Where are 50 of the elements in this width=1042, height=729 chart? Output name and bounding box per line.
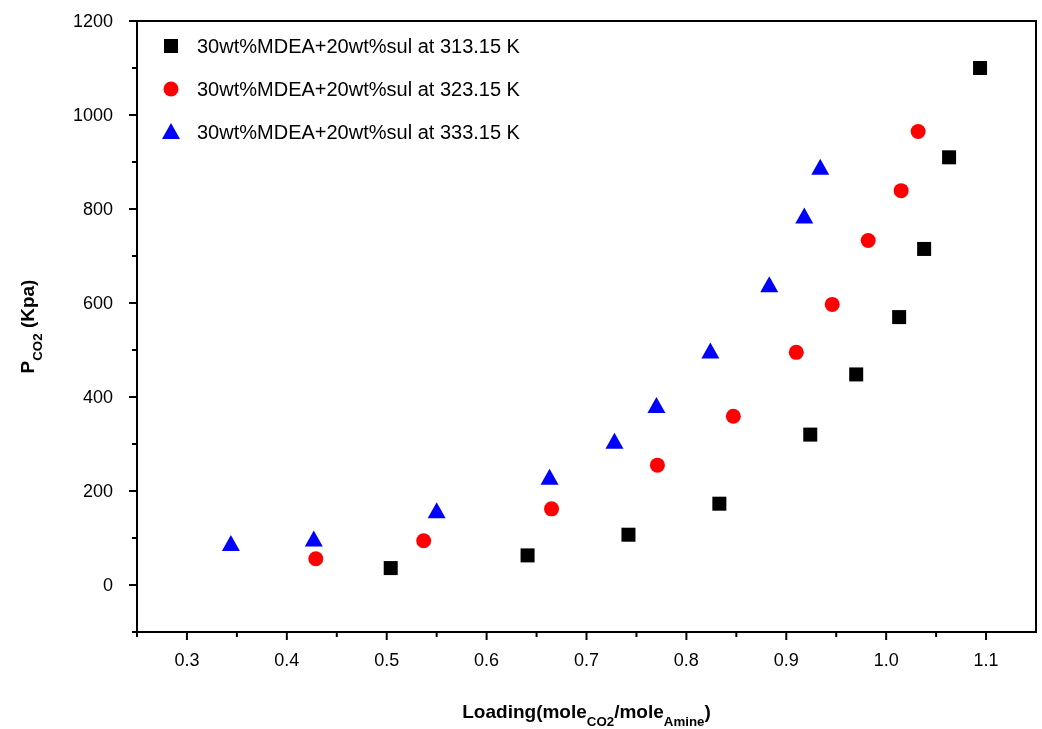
point xyxy=(649,457,665,473)
legend-label: 30wt%MDEA+20wt%sul at 313.15 K xyxy=(197,35,521,57)
point xyxy=(416,533,432,549)
x-tick-label: 0.9 xyxy=(773,650,799,670)
point xyxy=(304,530,323,547)
point xyxy=(427,502,446,519)
point xyxy=(647,396,666,413)
y-tick-label: 1000 xyxy=(72,105,113,125)
y-tick-label: 400 xyxy=(82,387,113,407)
point xyxy=(760,276,779,293)
point xyxy=(811,158,830,175)
y-tick-label: 600 xyxy=(82,293,113,313)
point xyxy=(973,61,988,75)
x-tick-label: 0.8 xyxy=(673,650,699,670)
legend-label: 30wt%MDEA+20wt%sul at 333.15 K xyxy=(197,121,521,143)
point xyxy=(892,310,907,325)
point xyxy=(712,496,727,511)
point xyxy=(621,527,636,542)
legend-label: 30wt%MDEA+20wt%sul at 323.15 K xyxy=(197,78,521,100)
y-tick-label: 200 xyxy=(82,481,113,501)
x-tick-label: 0.5 xyxy=(374,650,400,670)
y-tick-label: 1200 xyxy=(72,11,113,31)
point xyxy=(849,367,864,382)
point xyxy=(605,432,624,449)
x-tick-label: 1.0 xyxy=(873,650,899,670)
point xyxy=(803,427,818,442)
point xyxy=(893,183,909,199)
x-tick-label: 0.6 xyxy=(474,650,500,670)
point xyxy=(942,150,957,165)
x-tick-label: 0.4 xyxy=(274,650,300,670)
y-tick-label: 800 xyxy=(82,199,113,219)
point xyxy=(520,548,535,563)
point xyxy=(725,408,741,424)
x-tick-label: 1.1 xyxy=(973,650,999,670)
point xyxy=(701,342,720,359)
point xyxy=(910,123,926,139)
x-tick-label: 0.3 xyxy=(174,650,200,670)
y-tick-label: 0 xyxy=(102,575,113,595)
point xyxy=(824,296,840,312)
x-tick-label: 0.7 xyxy=(573,650,600,670)
point xyxy=(795,207,814,224)
point xyxy=(221,535,240,552)
point xyxy=(860,232,876,248)
point xyxy=(540,468,559,485)
x-axis-title: Loading(mole$_{CO2}$/mole$_{Amine}$) xyxy=(462,701,711,729)
point xyxy=(917,241,932,256)
point xyxy=(383,561,398,576)
point xyxy=(788,344,804,360)
point xyxy=(308,551,324,567)
point xyxy=(544,501,560,517)
